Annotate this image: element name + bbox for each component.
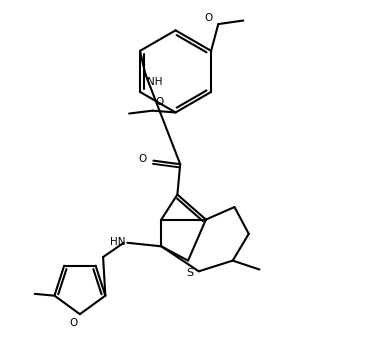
- Text: S: S: [186, 268, 193, 278]
- Text: O: O: [205, 13, 213, 23]
- Text: NH: NH: [147, 77, 163, 87]
- Text: O: O: [155, 97, 163, 107]
- Text: O: O: [139, 154, 147, 164]
- Text: O: O: [70, 318, 78, 328]
- Text: HN: HN: [110, 237, 125, 247]
